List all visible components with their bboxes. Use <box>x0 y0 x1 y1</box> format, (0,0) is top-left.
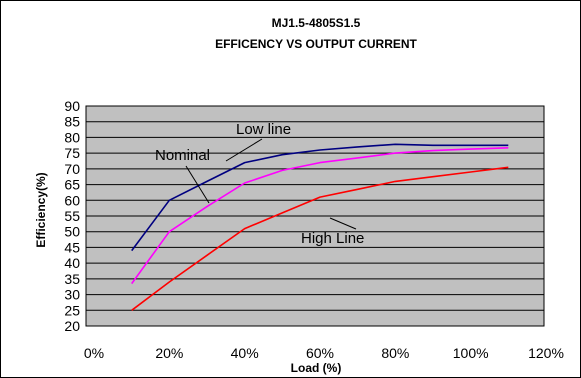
chart-subtitle: EFFICENCY VS OUTPUT CURRENT <box>215 37 417 51</box>
y-tick-label: 70 <box>64 161 80 177</box>
y-tick-label: 25 <box>64 302 80 318</box>
y-tick-label: 55 <box>64 208 80 224</box>
y-tick-label: 90 <box>64 98 80 114</box>
y-tick-label: 65 <box>64 177 80 193</box>
chart-title: MJ1.5-4805S1.5 <box>272 16 361 30</box>
series-label-low-line: Low line <box>236 121 291 138</box>
series-line-low-line <box>131 143 509 252</box>
series-annotations: Low line Nominal High Line <box>155 121 364 247</box>
x-tick-label: 120% <box>528 345 564 361</box>
gridlines <box>86 121 544 311</box>
annotation-leader <box>185 165 210 204</box>
x-tick-label: 20% <box>155 345 183 361</box>
x-tick-label: 40% <box>231 345 259 361</box>
y-tick-label: 85 <box>64 114 80 130</box>
plot-border <box>85 105 545 327</box>
y-tick-label: 45 <box>64 239 80 255</box>
x-axis-label: Load (%) <box>291 361 342 375</box>
x-tick-label: 60% <box>306 345 334 361</box>
annotation-leader <box>329 217 357 230</box>
y-tick-label: 80 <box>64 129 80 145</box>
series-label-nominal: Nominal <box>155 147 210 164</box>
x-tick-label: 80% <box>381 345 409 361</box>
series-group <box>131 143 509 311</box>
series-label-high-line: High Line <box>301 230 364 247</box>
x-tick-label: 100% <box>453 345 489 361</box>
y-tick-label: 50 <box>64 224 80 240</box>
series-line-nominal <box>131 147 509 285</box>
y-tick-label: 20 <box>64 318 80 334</box>
y-tick-label: 30 <box>64 287 80 303</box>
y-tick-label: 60 <box>64 192 80 208</box>
y-tick-label: 75 <box>64 145 80 161</box>
annotation-leader <box>225 138 263 162</box>
x-axis-ticks: 0% 20% 40% 60% 80% 100% 120% <box>84 345 564 361</box>
y-tick-label: 40 <box>64 255 80 271</box>
y-tick-label: 35 <box>64 271 80 287</box>
y-axis-label: Efficiency(%) <box>34 172 48 247</box>
x-tick-label: 0% <box>84 345 104 361</box>
series-line-high-line <box>131 166 509 311</box>
